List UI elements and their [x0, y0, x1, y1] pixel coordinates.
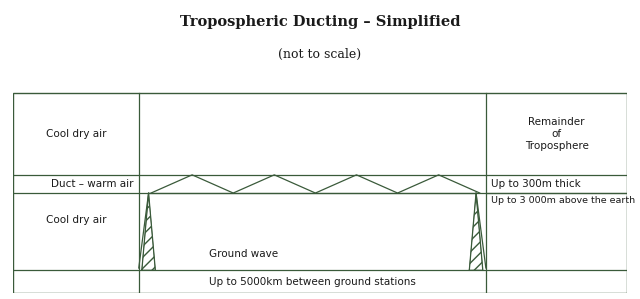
Text: Cool dry air: Cool dry air	[45, 215, 106, 225]
Text: Remainder
of
Troposphere: Remainder of Troposphere	[525, 117, 589, 151]
Text: Up to 5000km between ground stations: Up to 5000km between ground stations	[209, 277, 416, 287]
Text: Tropospheric Ducting – Simplified: Tropospheric Ducting – Simplified	[180, 15, 460, 29]
Text: Cool dry air: Cool dry air	[45, 129, 106, 139]
Bar	[13, 93, 627, 293]
Text: Up to 300m thick: Up to 300m thick	[491, 179, 580, 189]
Text: Duct – warm air: Duct – warm air	[51, 179, 134, 189]
Text: Ground wave: Ground wave	[209, 249, 278, 260]
Text: Up to 3 000m above the earth: Up to 3 000m above the earth	[491, 196, 635, 205]
Text: (not to scale): (not to scale)	[278, 48, 362, 61]
